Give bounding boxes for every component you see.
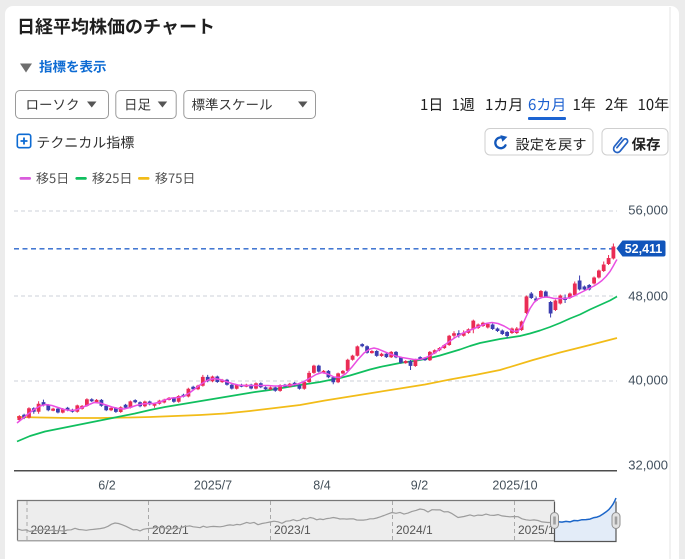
svg-text:2025/1: 2025/1 — [518, 523, 555, 537]
svg-text:2025/7: 2025/7 — [194, 479, 232, 493]
svg-text:52,411: 52,411 — [625, 242, 663, 256]
svg-text:8/4: 8/4 — [313, 479, 330, 493]
svg-text:32,000: 32,000 — [628, 458, 668, 473]
svg-text:6/2: 6/2 — [98, 479, 115, 493]
svg-text:40,000: 40,000 — [628, 373, 668, 388]
svg-text:9/2: 9/2 — [411, 479, 428, 493]
svg-text:48,000: 48,000 — [628, 289, 668, 304]
svg-text:2024/1: 2024/1 — [396, 523, 433, 537]
svg-text:2025/10: 2025/10 — [492, 479, 537, 493]
svg-text:2023/1: 2023/1 — [274, 523, 311, 537]
svg-text:56,000: 56,000 — [628, 202, 668, 217]
svg-text:2022/1: 2022/1 — [152, 523, 189, 537]
